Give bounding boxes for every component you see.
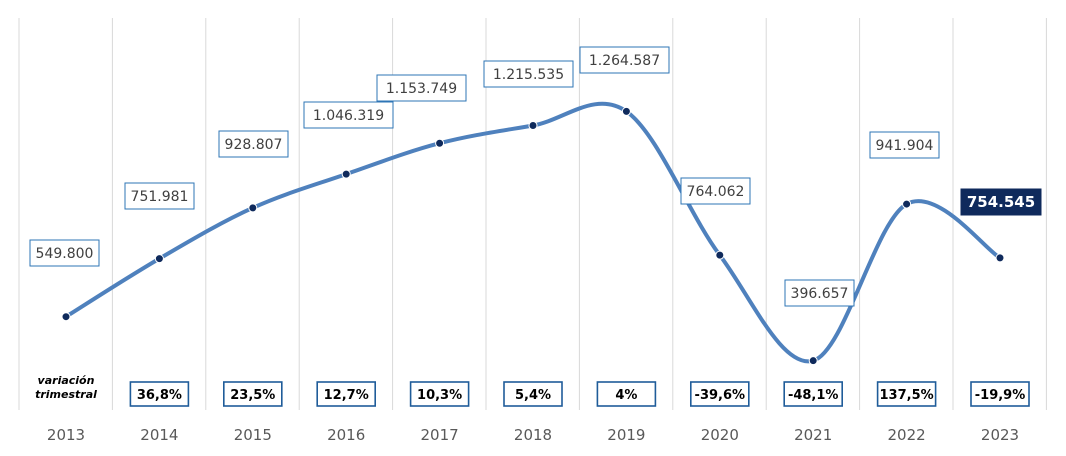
svg-text:549.800: 549.800 (36, 246, 94, 262)
svg-text:1.264.587: 1.264.587 (589, 53, 660, 69)
svg-text:754.545: 754.545 (967, 193, 1035, 211)
x-tick-2013: 2013 (47, 426, 85, 444)
variation-label-2022: 137,5% (876, 381, 937, 407)
data-point-2018 (528, 120, 538, 130)
x-tick-2022: 2022 (888, 426, 926, 444)
value-label-2016: 1.046.319 (303, 101, 394, 129)
variation-label-2021: -48,1% (783, 381, 844, 407)
svg-text:941.904: 941.904 (876, 138, 934, 154)
data-point-2016 (341, 169, 351, 179)
svg-text:10,3%: 10,3% (417, 388, 462, 403)
svg-text:-19,9%: -19,9% (975, 388, 1026, 403)
value-label-2023: 754.545 (960, 188, 1042, 216)
x-tick-2019: 2019 (607, 426, 645, 444)
x-tick-2023: 2023 (981, 426, 1019, 444)
x-tick-2020: 2020 (701, 426, 739, 444)
svg-text:137,5%: 137,5% (880, 388, 934, 403)
svg-text:36,8%: 36,8% (137, 388, 182, 403)
variation-label-2023: -19,9% (970, 381, 1030, 407)
variation-label-2014: 36,8% (129, 381, 190, 407)
variation-label-2019: 4% (596, 381, 657, 407)
data-point-2017 (435, 138, 445, 148)
variation-label-2015: 23,5% (223, 381, 283, 407)
variation-label-2016: 12,7% (316, 381, 377, 407)
svg-text:928.807: 928.807 (225, 137, 283, 153)
x-tick-2015: 2015 (234, 426, 272, 444)
data-point-2013 (61, 312, 71, 322)
markers (61, 106, 1005, 366)
x-tick-2016: 2016 (327, 426, 365, 444)
svg-text:4%: 4% (615, 388, 637, 403)
data-point-2023 (995, 253, 1005, 263)
svg-text:396.657: 396.657 (791, 286, 849, 302)
svg-text:-39,6%: -39,6% (695, 388, 746, 403)
svg-text:1.215.535: 1.215.535 (493, 67, 564, 83)
x-tick-2018: 2018 (514, 426, 552, 444)
variation-title-line-2: trimestral (35, 388, 97, 401)
svg-text:23,5%: 23,5% (230, 388, 275, 403)
variation-labels: variación trimestral 36,8% 23,5% 12,7% 10,3… (35, 374, 1030, 407)
x-tick-2021: 2021 (794, 426, 832, 444)
data-point-2020 (715, 250, 725, 260)
svg-text:12,7%: 12,7% (324, 388, 369, 403)
data-point-2014 (154, 254, 164, 264)
x-tick-2014: 2014 (140, 426, 178, 444)
variation-label-2018: 5,4% (503, 381, 563, 407)
data-point-2021 (808, 356, 818, 366)
value-label-2015: 928.807 (218, 130, 289, 158)
variation-label-2017: 10,3% (409, 381, 470, 407)
variation-label-2020: -39,6% (689, 381, 750, 407)
data-point-2019 (621, 106, 631, 116)
x-axis-ticks: 2013 2014 2015 2016 2017 2018 2019 2020 2021 2022… (47, 426, 1019, 444)
svg-text:5,4%: 5,4% (515, 388, 551, 403)
data-point-2022 (902, 199, 912, 209)
value-label-2019: 1.264.587 (579, 46, 670, 74)
svg-text:1.046.319: 1.046.319 (313, 108, 384, 124)
x-tick-2017: 2017 (421, 426, 459, 444)
value-label-2013: 549.800 (29, 239, 100, 267)
svg-text:764.062: 764.062 (687, 184, 745, 200)
value-label-2022: 941.904 (869, 131, 940, 159)
value-label-2018: 1.215.535 (483, 60, 574, 88)
series-line (64, 101, 1002, 364)
svg-text:751.981: 751.981 (131, 189, 189, 205)
svg-text:-48,1%: -48,1% (788, 388, 839, 403)
value-label-2021: 396.657 (784, 279, 855, 307)
variation-title-line-1: variación (38, 374, 95, 387)
data-point-2015 (248, 203, 258, 213)
value-label-2017: 1.153.749 (376, 74, 467, 102)
svg-text:1.153.749: 1.153.749 (386, 81, 457, 97)
value-label-2020: 764.062 (680, 177, 751, 205)
value-label-2014: 751.981 (124, 182, 195, 210)
